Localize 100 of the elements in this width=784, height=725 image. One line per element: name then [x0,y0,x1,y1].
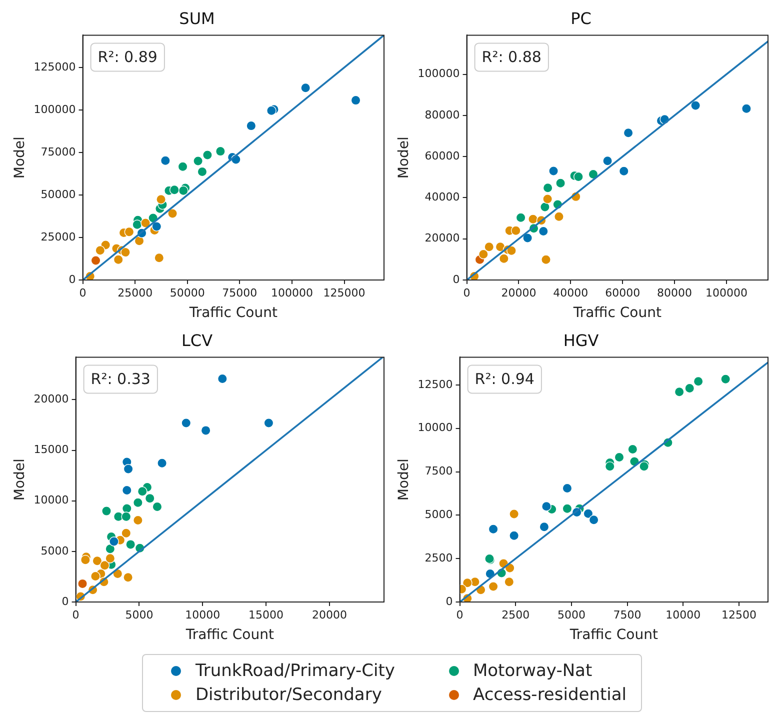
point [573,172,584,182]
point [90,256,101,266]
point [137,486,148,496]
legend-label: Distributor/Secondary [195,685,382,705]
annotation: R²: 0.89 [98,48,158,66]
chart-title: PC [570,8,592,28]
point [516,212,526,223]
y-tick-label: 40000 [424,190,460,204]
point [684,383,695,394]
y-tick-label: 50000 [40,188,76,201]
x-tick-label: 80000 [657,286,692,300]
point [102,506,112,516]
point [121,512,132,522]
x-axis-title: Traffic Count [572,305,662,322]
chart-title: LCV [181,330,213,350]
point [548,166,558,176]
x-axis-title: Traffic Count [188,305,278,322]
x-tick-label: 20000 [501,286,536,300]
point [144,493,155,504]
point [197,166,208,177]
y-axis-title: Model [12,136,28,179]
x-tick-label: 20000 [312,608,347,622]
point [123,464,134,474]
point [100,560,110,570]
x-axis-title: Traffic Count [568,627,658,644]
annotation: R²: 0.88 [482,48,542,66]
point [588,514,599,525]
y-tick-label: 15000 [34,443,69,456]
x-tick-label: 10000 [666,608,701,622]
y-tick-label: 100000 [34,102,76,116]
point [562,483,572,494]
y-tick-label: 80000 [424,108,460,122]
point [178,162,188,172]
y-tick-label: 5000 [424,508,453,522]
point [193,156,203,166]
point [160,156,170,166]
point [674,386,684,397]
x-tick-label: 5000 [557,608,586,622]
y-tick-label: 5000 [40,544,69,558]
point [509,509,520,519]
y-tick-label: 20000 [34,392,69,406]
y-axis-title: Model [12,458,28,501]
y-axis-title: Model [396,458,412,501]
x-tick-label: 100000 [705,286,748,300]
point [541,254,551,265]
point [152,502,162,512]
point [509,530,520,541]
point [215,146,226,156]
point [90,571,100,582]
point [169,184,180,195]
point [478,249,488,260]
annotation: R²: 0.33 [90,370,150,388]
point [113,254,124,265]
x-tick-label: 5000 [125,608,154,622]
x-tick-label: 50000 [170,286,205,300]
legend-label: TrunkRoad/Primary-City [195,661,395,681]
point [562,504,572,514]
point [540,202,550,212]
point [623,128,634,138]
chart-title: SUM [179,8,215,28]
point [121,528,132,538]
point [92,556,102,566]
x-tick-label: 25000 [118,286,153,300]
y-tick-label: 10000 [34,494,69,507]
point [264,418,274,428]
point [300,82,311,93]
point [528,214,538,224]
point [350,95,361,106]
y-tick-label: 0 [452,272,460,286]
point [484,242,494,252]
point [122,504,132,514]
point [126,539,136,550]
point [200,425,211,436]
x-tick-label: 100000 [270,286,313,300]
point [556,178,566,188]
point [538,226,548,236]
annotation: R²: 0.94 [474,370,534,388]
point [123,572,133,582]
x-tick-label: 0 [79,286,86,300]
y-tick-label: 0 [446,594,453,608]
y-tick-label: 7500 [424,464,453,478]
point [604,461,615,472]
y-tick-label: 0 [62,594,69,608]
point [202,150,212,160]
point [217,374,228,384]
legend-label: Access-residential [472,685,627,705]
y-tick-label: 75000 [40,145,76,158]
point [542,501,552,512]
point [157,458,167,468]
point [168,208,178,218]
point [554,212,564,222]
point [542,194,552,204]
point [742,104,752,114]
point [80,554,90,565]
point [542,182,553,193]
point [120,247,130,258]
y-tick-label: 125000 [34,60,76,74]
point [618,166,629,176]
y-tick-label: 10000 [418,421,453,434]
point [95,245,106,256]
